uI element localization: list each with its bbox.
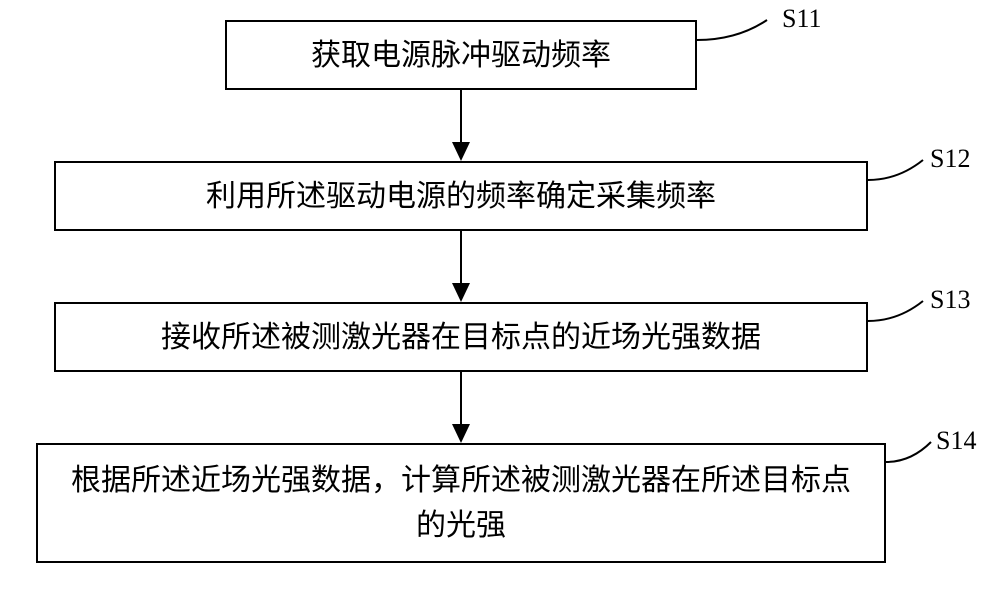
flow-step-text: 接收所述被测激光器在目标点的近场光强数据 <box>161 315 761 360</box>
flow-step-text: 利用所述驱动电源的频率确定采集频率 <box>206 174 716 219</box>
flow-step-s11: 获取电源脉冲驱动频率 <box>225 20 697 90</box>
flow-arrow <box>460 90 462 142</box>
flow-arrow-head <box>452 142 470 161</box>
label-connector <box>697 18 777 48</box>
flow-step-s14: 根据所述近场光强数据，计算所述被测激光器在所述目标点的光强 <box>36 443 886 563</box>
flow-step-s12: 利用所述驱动电源的频率确定采集频率 <box>54 161 868 231</box>
flowchart-canvas: 获取电源脉冲驱动频率 S11 利用所述驱动电源的频率确定采集频率 S12 接收所… <box>0 0 1000 598</box>
flow-step-s13: 接收所述被测激光器在目标点的近场光强数据 <box>54 302 868 372</box>
flow-step-text: 根据所述近场光强数据，计算所述被测激光器在所述目标点的光强 <box>58 458 864 548</box>
flow-step-label-s13: S13 <box>930 285 970 315</box>
label-connector <box>868 158 930 188</box>
flow-arrow-head <box>452 283 470 302</box>
label-connector <box>868 299 930 329</box>
flow-arrow-head <box>452 424 470 443</box>
flow-arrow <box>460 231 462 283</box>
flow-step-label-s14: S14 <box>936 426 976 456</box>
label-connector <box>886 440 938 470</box>
flow-step-label-s11: S11 <box>782 4 822 34</box>
flow-arrow <box>460 372 462 424</box>
flow-step-text: 获取电源脉冲驱动频率 <box>311 33 611 78</box>
flow-step-label-s12: S12 <box>930 144 970 174</box>
